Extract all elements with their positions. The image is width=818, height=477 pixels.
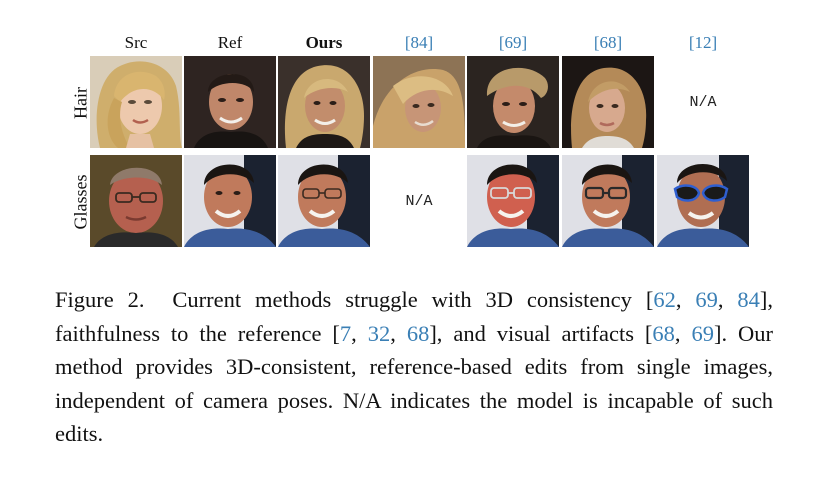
citation-84[interactable]: 84 — [737, 287, 760, 312]
glasses-ours-image — [278, 155, 370, 247]
glasses-68-image — [562, 155, 654, 247]
hair-84-image — [373, 56, 465, 148]
glasses-ref-image — [184, 155, 276, 247]
col-header-68: [68] — [593, 33, 623, 52]
row-label-hair: Hair — [70, 87, 91, 119]
hair-12-na: N/A — [689, 93, 717, 111]
citation-68[interactable]: 68 — [652, 320, 675, 346]
figure-caption: Figure 2. Current methods struggle with … — [55, 287, 774, 446]
figure-label: Figure 2. — [55, 287, 145, 312]
hair-ref-image — [184, 56, 276, 148]
citation-69[interactable]: 69 — [695, 287, 718, 312]
citation-69[interactable]: 69 — [691, 320, 714, 346]
citation-32[interactable]: 32 — [367, 320, 391, 346]
row-label-glasses: Glasses — [70, 174, 91, 230]
figure-2: Src Ref Ours [84] [69] [68] [12] Hair Gl… — [70, 33, 749, 247]
citation-68[interactable]: 68 — [406, 320, 430, 346]
glasses-src-image — [90, 155, 182, 247]
col-header-src: Src — [124, 33, 148, 52]
citation-62[interactable]: 62 — [653, 287, 676, 312]
hair-69-image — [467, 56, 559, 148]
glasses-12-image — [657, 155, 749, 247]
hair-ours-image — [278, 56, 370, 148]
glasses-69-image — [467, 155, 559, 247]
glasses-84-na: N/A — [405, 192, 433, 210]
hair-68-image — [562, 56, 654, 148]
col-header-12: [12] — [688, 33, 718, 52]
col-header-69: [69] — [498, 33, 528, 52]
citation-7[interactable]: 7 — [339, 320, 352, 346]
hair-src-image — [90, 56, 182, 148]
col-header-ref: Ref — [217, 33, 243, 52]
col-header-84: [84] — [404, 33, 434, 52]
col-header-ours: Ours — [305, 33, 343, 52]
